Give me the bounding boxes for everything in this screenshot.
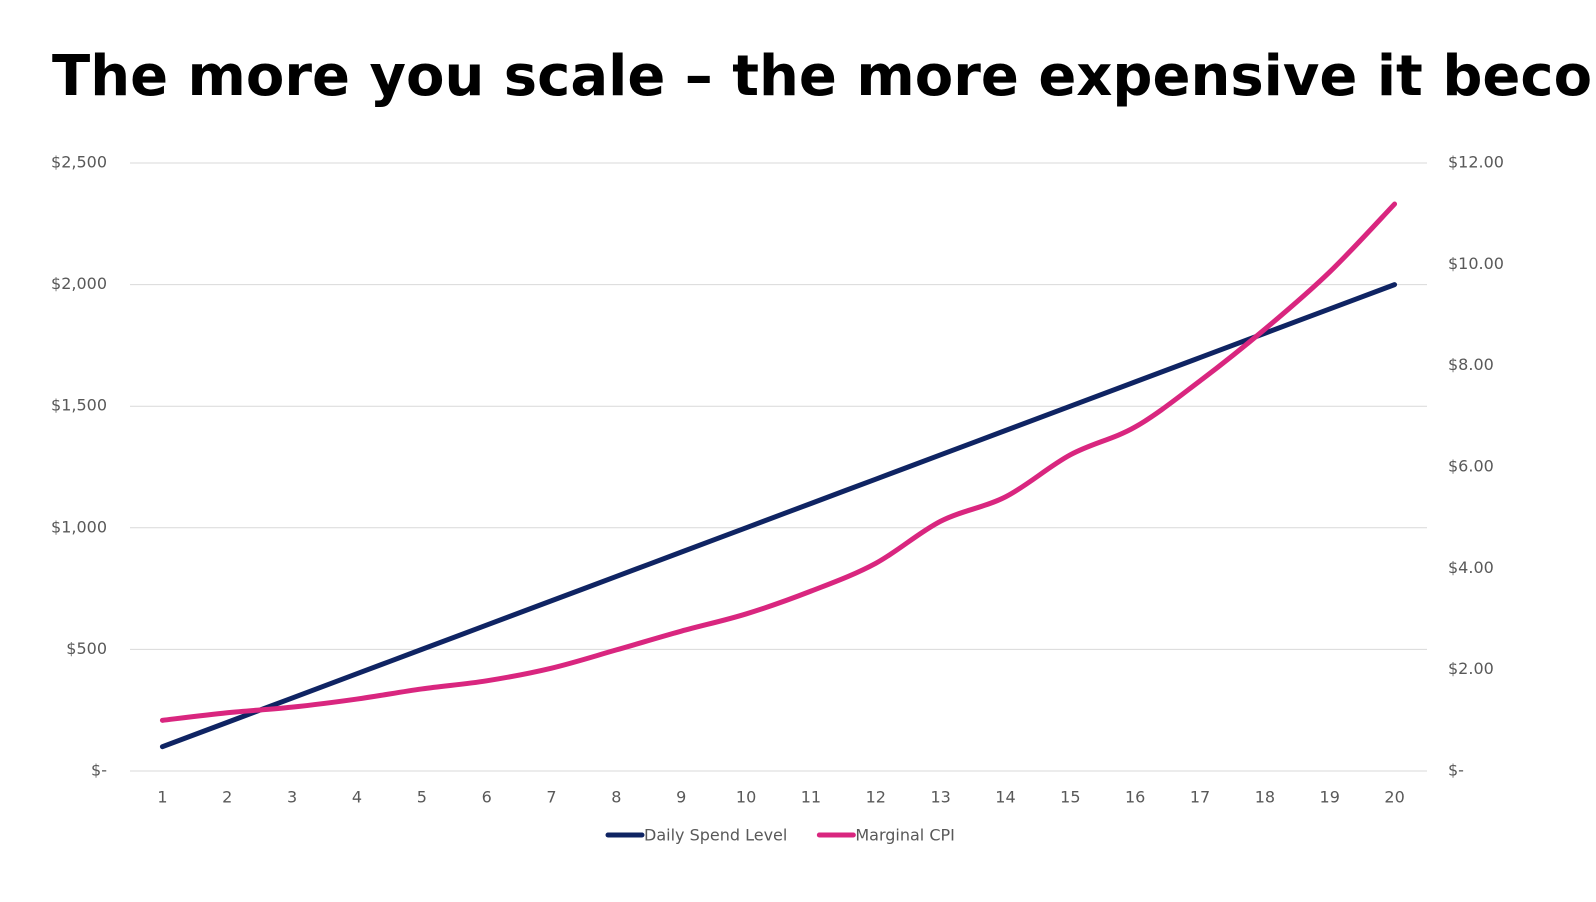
x-tick-label: 1 xyxy=(157,788,167,807)
x-tick-label: 9 xyxy=(676,788,686,807)
y-tick-label: $1,500 xyxy=(51,396,107,415)
x-tick-label: 7 xyxy=(546,788,556,807)
legend-label: Marginal CPI xyxy=(855,826,955,845)
legend-label: Daily Spend Level xyxy=(644,826,787,845)
x-tick-label: 10 xyxy=(736,788,756,807)
x-tick-label: 15 xyxy=(1060,788,1080,807)
y2-tick-label: $- xyxy=(1448,761,1464,780)
y2-tick-label: $10.00 xyxy=(1448,254,1504,273)
x-tick-label: 13 xyxy=(930,788,950,807)
y2-tick-label: $12.00 xyxy=(1448,153,1504,172)
x-tick-label: 18 xyxy=(1255,788,1275,807)
x-tick-label: 11 xyxy=(801,788,821,807)
x-tick-label: 3 xyxy=(287,788,297,807)
x-tick-label: 2 xyxy=(222,788,232,807)
y-tick-label: $2,500 xyxy=(51,153,107,172)
x-tick-label: 4 xyxy=(352,788,362,807)
x-tick-label: 14 xyxy=(995,788,1015,807)
y-tick-label: $- xyxy=(91,761,107,780)
y-tick-label: $2,000 xyxy=(51,274,107,293)
x-tick-label: 5 xyxy=(417,788,427,807)
y-tick-label: $500 xyxy=(66,639,107,658)
y2-tick-label: $4.00 xyxy=(1448,558,1494,577)
x-tick-label: 8 xyxy=(611,788,621,807)
y2-tick-label: $8.00 xyxy=(1448,355,1494,374)
y-tick-label: $1,000 xyxy=(51,517,107,536)
x-tick-label: 17 xyxy=(1190,788,1210,807)
y2-tick-label: $6.00 xyxy=(1448,457,1494,476)
chart-title: The more you scale – the more expensive … xyxy=(52,44,1596,109)
x-tick-label: 16 xyxy=(1125,788,1145,807)
line-series xyxy=(159,201,1398,723)
x-tick-label: 12 xyxy=(866,788,886,807)
x-tick-label: 6 xyxy=(482,788,492,807)
x-tick-label: 20 xyxy=(1384,788,1404,807)
line-series xyxy=(159,282,1398,750)
x-tick-label: 19 xyxy=(1320,788,1340,807)
y2-tick-label: $2.00 xyxy=(1448,659,1494,678)
